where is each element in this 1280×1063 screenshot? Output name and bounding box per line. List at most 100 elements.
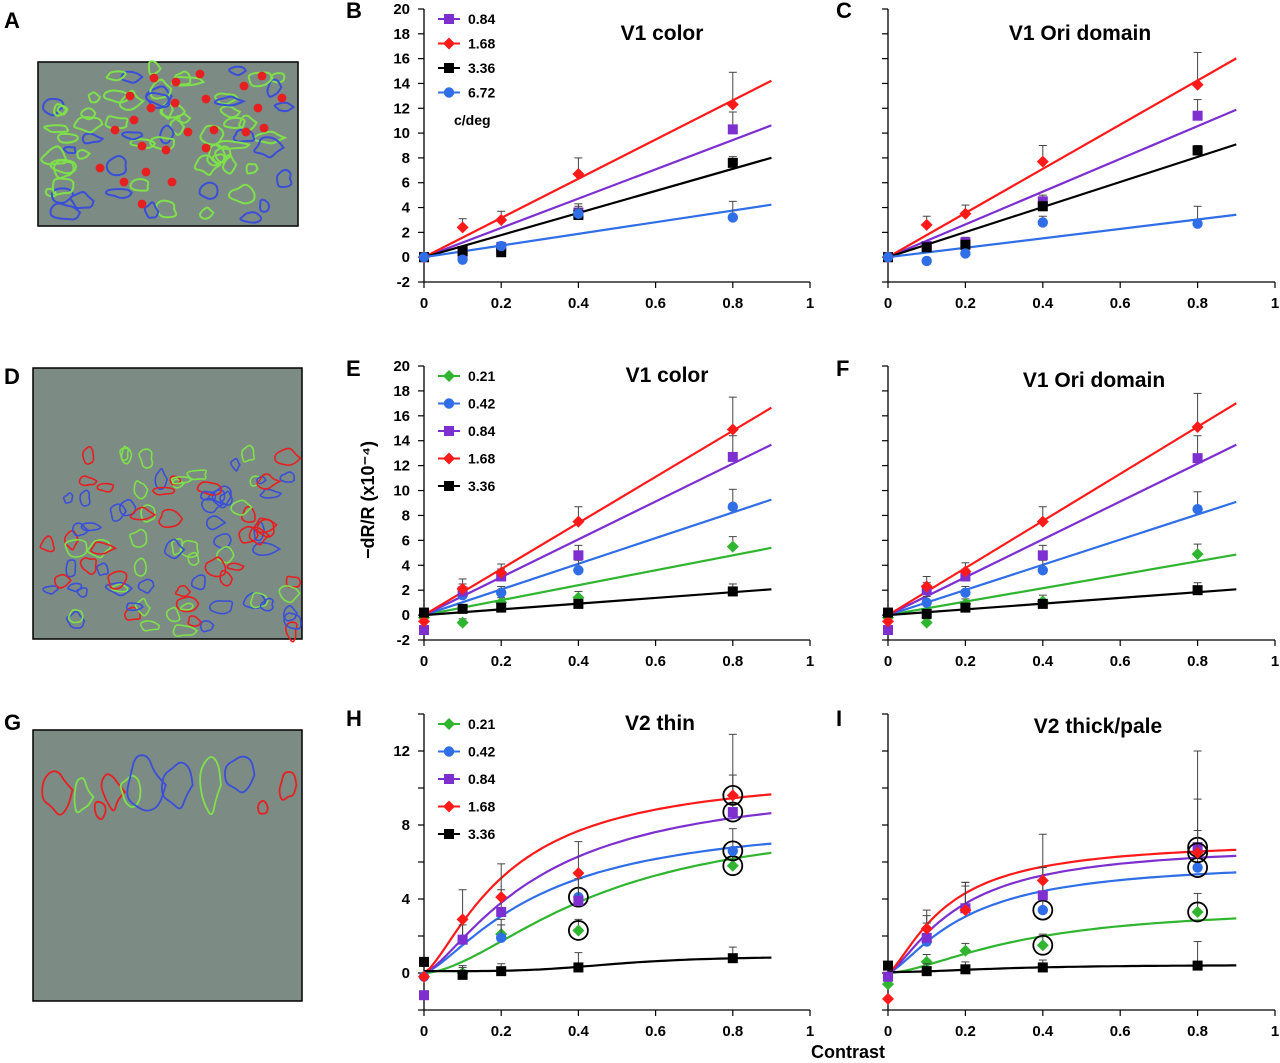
data-point xyxy=(1192,218,1203,229)
contour xyxy=(65,559,77,578)
data-point xyxy=(495,566,508,579)
map-panel-d: D xyxy=(4,364,303,643)
contour xyxy=(199,619,215,633)
contour xyxy=(73,116,104,134)
x-tick-label-b: 0.2 xyxy=(491,295,512,312)
x-axis-label: Contrast xyxy=(811,1042,885,1062)
contour xyxy=(105,155,127,177)
contour xyxy=(75,587,88,598)
x-tick-label-i: 0 xyxy=(884,1023,892,1040)
legend-marker xyxy=(444,774,454,784)
data-point xyxy=(921,255,932,267)
x-tick-label-f: 0.6 xyxy=(1110,653,1131,670)
contour xyxy=(73,777,95,814)
map-panel-g: G xyxy=(4,710,303,1002)
contour xyxy=(266,78,283,98)
data-point xyxy=(573,550,584,561)
fit-line-h-0_84 xyxy=(423,812,772,974)
data-point xyxy=(457,254,468,265)
contour xyxy=(160,761,194,810)
contour xyxy=(96,562,109,576)
y-tick-label-b: 18 xyxy=(393,26,410,43)
contour xyxy=(42,585,59,595)
data-point xyxy=(572,515,585,528)
contour xyxy=(90,541,118,555)
x-tick-label-e: 0.6 xyxy=(645,653,666,670)
contour xyxy=(175,596,200,613)
red-dot xyxy=(110,125,120,135)
legend-marker xyxy=(443,398,455,409)
series-h-0_21 xyxy=(418,846,744,983)
y-tick-label-e: 8 xyxy=(402,507,410,524)
y-tick-label-b: 6 xyxy=(402,175,410,192)
series-b-6_72 xyxy=(418,200,738,265)
contour xyxy=(50,187,75,204)
legend-label: 0.21 xyxy=(468,368,495,384)
contour xyxy=(170,76,206,87)
y-tick-label-b: 14 xyxy=(393,75,410,92)
contour xyxy=(104,115,129,130)
y-tick-label-e: 20 xyxy=(393,358,410,375)
y-tick-label-b: 0 xyxy=(402,249,410,266)
data-point xyxy=(419,625,429,636)
data-point xyxy=(456,616,469,629)
x-tick-label-c: 1 xyxy=(1271,295,1279,312)
chart-panel-e: E V1 color 0 0.2 0.4 0.6 0.8 1 -2 0 2 4 6 8 10 12 14 16 18… xyxy=(346,356,814,670)
legend-label: 0.42 xyxy=(468,396,495,412)
data-point xyxy=(1192,862,1203,873)
contour xyxy=(39,535,56,553)
contour xyxy=(222,116,246,130)
data-point xyxy=(456,221,469,234)
legend-marker xyxy=(443,718,455,730)
data-point xyxy=(921,597,932,608)
significance-circle xyxy=(1187,842,1208,864)
contour xyxy=(105,70,127,82)
data-point xyxy=(1036,874,1049,887)
data-point xyxy=(419,956,429,967)
data-point xyxy=(1037,904,1049,916)
data-point xyxy=(921,608,932,619)
legend-label: 1.68 xyxy=(468,799,495,815)
contour xyxy=(41,770,74,816)
data-point xyxy=(1036,155,1049,168)
fit-line-f-0_84 xyxy=(887,443,1237,617)
contour xyxy=(282,604,298,622)
contour xyxy=(227,183,256,205)
contour xyxy=(278,584,301,604)
red-dot xyxy=(195,69,205,79)
red-dot xyxy=(209,125,219,135)
contour xyxy=(208,600,234,615)
data-point xyxy=(727,157,738,168)
data-point xyxy=(959,565,972,578)
x-tick-label-i: 0.8 xyxy=(1187,1023,1208,1040)
data-point xyxy=(457,245,468,256)
contour xyxy=(67,608,84,624)
red-dot xyxy=(137,141,147,151)
contour xyxy=(193,154,222,176)
contour xyxy=(253,517,278,534)
y-tick-label-e: 14 xyxy=(393,433,410,450)
fit-line-h-0_42 xyxy=(423,842,772,975)
fit-line-i-0_42 xyxy=(887,871,1237,974)
data-point xyxy=(1192,453,1203,464)
red-dot xyxy=(201,94,211,104)
fit-line-c-6_72 xyxy=(887,213,1237,259)
fit-line-i-3_36 xyxy=(888,964,1237,974)
significance-circle xyxy=(1187,901,1208,923)
x-tick-label-e: 1 xyxy=(806,653,814,670)
x-tick-label-i: 1 xyxy=(1271,1023,1279,1040)
y-tick-label-e: 12 xyxy=(393,458,410,475)
fit-line-c-3_36 xyxy=(887,143,1237,259)
contour xyxy=(249,592,269,609)
contour xyxy=(170,475,193,485)
y-tick-label-e: 6 xyxy=(402,532,410,549)
contour xyxy=(174,584,192,598)
y-tick-label-e: 2 xyxy=(402,582,410,599)
contour xyxy=(145,91,171,109)
contour xyxy=(206,143,227,167)
contour xyxy=(149,78,173,100)
chart-panel-b: B V1 color 0 0.2 0.4 0.6 0.8 1 -2 0 2 4 6 8 10 12 14 16 18… xyxy=(346,0,814,312)
contour xyxy=(205,515,227,531)
data-point xyxy=(883,971,893,982)
x-tick-label-b: 0 xyxy=(420,295,428,312)
